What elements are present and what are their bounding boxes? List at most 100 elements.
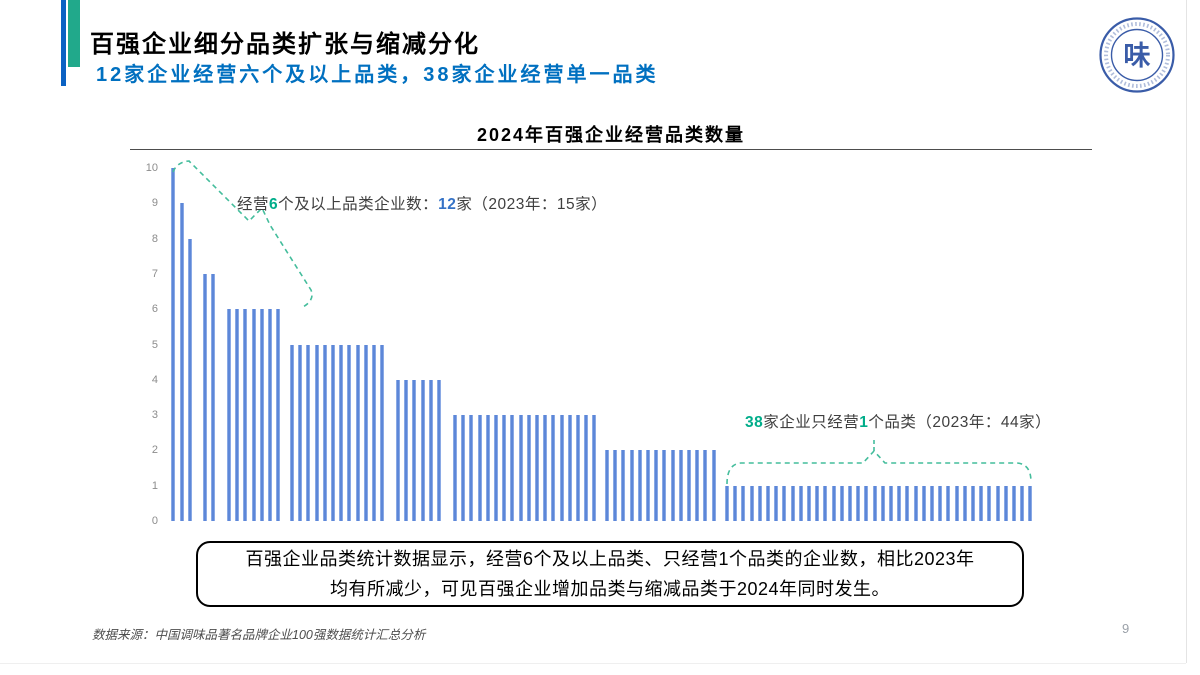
bar: [757, 485, 762, 521]
bar: [774, 485, 779, 521]
bar: [605, 450, 609, 521]
bar: [437, 379, 441, 521]
bar: [502, 415, 507, 521]
bar: [703, 450, 708, 521]
bar: [355, 344, 360, 521]
bar: [670, 450, 675, 521]
bar: [930, 485, 934, 521]
callout-one-text: 38家企业只经营1个品类（2023年：44家）: [745, 410, 1051, 432]
callout-text-segment: 6: [269, 196, 279, 213]
bar: [823, 485, 828, 521]
callout-text-segment: 12: [438, 196, 457, 213]
bar: [848, 485, 852, 521]
bar: [629, 450, 634, 521]
slide-edge-right: [1186, 0, 1187, 663]
bar: [211, 273, 216, 521]
callout-text-segment: 个品类（2023年：44家）: [868, 414, 1052, 431]
bar: [971, 485, 975, 521]
bar: [954, 485, 959, 521]
y-tick-label: 10: [145, 162, 158, 174]
y-tick-label: 5: [151, 338, 158, 351]
bar: [979, 485, 984, 521]
bar: [815, 485, 820, 521]
y-tick-label: 2: [151, 444, 158, 457]
bar: [171, 168, 175, 521]
bar: [856, 485, 861, 521]
bar: [469, 415, 474, 521]
bar: [576, 415, 580, 521]
bar: [518, 415, 523, 521]
bar: [380, 344, 385, 521]
y-tick-label: 8: [151, 232, 158, 245]
association-logo: 味: [1098, 16, 1176, 94]
bar: [613, 450, 618, 521]
y-tick-label: 7: [151, 267, 158, 280]
bar: [962, 485, 967, 521]
callout-6plus-text: 经营6个及以上品类企业数：12家（2023年：15家）: [237, 192, 607, 214]
bar: [695, 450, 700, 521]
bar: [621, 450, 626, 521]
bar: [485, 415, 490, 521]
bar: [235, 309, 240, 521]
page-subtitle: 12家企业经营六个及以上品类，38家企业经营单一品类: [96, 64, 659, 86]
bar: [535, 415, 539, 521]
y-tick-label: 6: [151, 303, 158, 316]
callout-text-segment: 家企业只经营: [763, 414, 860, 431]
bar: [551, 415, 556, 521]
bar: [477, 415, 482, 521]
summary-line-2: 均有所减少，可见百强企业增加品类与缩减品类于2024年同时发生。: [329, 579, 891, 599]
bar: [646, 450, 650, 521]
bar: [749, 485, 754, 521]
page-title: 百强企业细分品类扩张与缩减分化: [90, 31, 480, 58]
bar: [526, 415, 531, 521]
y-tick-label: 4: [151, 373, 158, 386]
bar: [637, 450, 642, 521]
bar: [725, 485, 729, 521]
bar: [889, 485, 893, 521]
bar: [807, 485, 811, 521]
bar: [995, 485, 1000, 521]
bar: [872, 485, 877, 521]
bar: [203, 273, 207, 521]
bar: [559, 415, 564, 521]
bar: [839, 485, 844, 521]
callout-text-segment: 1: [859, 414, 869, 431]
bar: [938, 485, 943, 521]
chart-title-divider: [130, 149, 1092, 150]
bar: [567, 415, 572, 521]
bar: [227, 309, 231, 521]
bar: [782, 485, 787, 521]
callout-text-segment: 经营: [237, 196, 270, 213]
bar: [584, 415, 589, 521]
bar: [798, 485, 803, 521]
bar: [510, 415, 515, 521]
callout-text-segment: 家（2023年：15家）: [456, 196, 608, 213]
bar: [987, 485, 992, 521]
summary-box: 百强企业品类统计数据显示，经营6个及以上品类、只经营1个品类的企业数，相比202…: [196, 541, 1024, 607]
bar: [678, 450, 683, 521]
bar: [921, 485, 926, 521]
callout-text-segment: 38: [745, 414, 764, 431]
page-number: 9: [1122, 621, 1130, 636]
slide-edge-bottom: [0, 663, 1186, 664]
bar: [268, 309, 272, 521]
bar: [864, 485, 869, 521]
bar: [187, 238, 192, 521]
bar: [733, 485, 738, 521]
bar: [243, 309, 248, 521]
bar: [347, 344, 352, 521]
bar: [913, 485, 918, 521]
bar: [1028, 485, 1033, 521]
bar: [179, 203, 184, 521]
bar: [306, 344, 311, 521]
bar: [905, 485, 910, 521]
brace-6plus-icon: [172, 160, 313, 308]
bar: [592, 415, 597, 521]
bar: [1003, 485, 1008, 521]
bar: [543, 415, 548, 521]
bar: [831, 485, 836, 521]
brace-single-icon: [726, 449, 1032, 485]
bar: [453, 415, 457, 521]
bar: [276, 309, 281, 521]
